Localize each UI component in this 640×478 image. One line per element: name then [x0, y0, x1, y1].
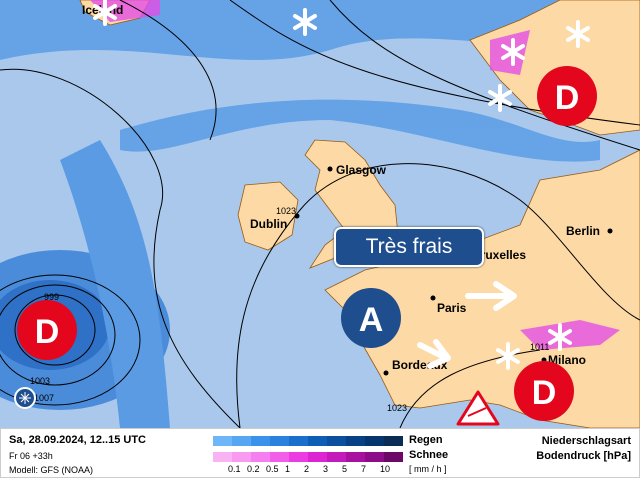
snowflake-icon — [548, 323, 572, 351]
snowflake-icon — [488, 84, 512, 112]
isobars — [0, 0, 640, 428]
snowflake-icon — [566, 20, 590, 48]
isobar-label: 1011 — [530, 342, 549, 352]
legend-title-precip: Niederschlagsart — [541, 435, 631, 447]
scale-swatch — [232, 436, 251, 446]
model-run: Fr 06 +33h — [9, 451, 53, 461]
scale-swatch — [384, 436, 403, 446]
weather-banner: Très frais — [334, 227, 484, 267]
scale-swatch — [213, 436, 232, 446]
scale-swatch — [251, 436, 270, 446]
unit-label: [ mm / h ] — [409, 464, 447, 474]
scale-swatch — [346, 452, 365, 462]
wind-arrow-icon — [417, 339, 451, 369]
isobar-label: 1023 — [276, 206, 296, 216]
wind-warning-icon — [456, 390, 500, 426]
scale-swatch — [308, 436, 327, 446]
snow-color-scale — [213, 452, 403, 462]
scale-swatch — [327, 452, 346, 462]
scale-swatch — [365, 436, 384, 446]
svg-text:D: D — [532, 374, 557, 412]
scale-tick: 2 — [304, 464, 310, 474]
scale-swatch — [384, 452, 403, 462]
snow-layer — [90, 0, 620, 350]
city-dublin: Dublin — [250, 217, 287, 231]
scale-swatch — [308, 452, 327, 462]
isobar-label: 1007 — [34, 393, 54, 403]
scale-swatch — [289, 452, 308, 462]
high-pressure-center: A — [341, 288, 401, 348]
low-pressure-center: D — [514, 361, 574, 421]
cities: Glasgow Dublin Berlin Bruxelles Paris Bo… — [82, 3, 613, 376]
scale-tick: 7 — [361, 464, 367, 474]
city-berlin: Berlin — [566, 224, 600, 238]
svg-text:D: D — [35, 313, 60, 351]
model-name: Modell: GFS (NOAA) — [9, 465, 94, 475]
scale-swatch — [232, 452, 251, 462]
rain-color-scale — [213, 436, 403, 446]
scandinavia — [469, 0, 640, 136]
weather-map: 999 1003 1007 1023 1023 1011 Glasgow Dub… — [0, 0, 640, 428]
snowflake-icon — [501, 38, 525, 66]
low-pressure-center: D — [17, 300, 77, 360]
svg-text:A: A — [359, 301, 384, 339]
isobar-label: 1023 — [387, 403, 407, 413]
isobar-label: 999 — [44, 292, 59, 302]
precipitation-layer — [0, 0, 640, 428]
ireland — [237, 181, 299, 251]
city-bruxelles: Bruxelles — [472, 248, 526, 262]
snowflake-icon — [293, 8, 317, 36]
scale-swatch — [365, 452, 384, 462]
snowflake-icon — [496, 342, 520, 370]
scale-tick: 3 — [323, 464, 329, 474]
legend-title-pressure: Bodendruck [hPa] — [536, 450, 631, 462]
rain-label: Regen — [409, 434, 443, 446]
snowflake-icon — [93, 0, 117, 26]
scale-swatch — [213, 452, 232, 462]
wind-arrow-icons — [417, 281, 517, 369]
low-pressure-center: D — [537, 66, 597, 126]
scale-swatch — [327, 436, 346, 446]
wind-arrow-icon — [465, 281, 517, 311]
snowflake-icons — [93, 0, 590, 370]
svg-text:D: D — [555, 79, 580, 117]
scale-swatch — [289, 436, 308, 446]
scale-swatch — [270, 436, 289, 446]
scale-tick: 0.2 — [247, 464, 260, 474]
scale-swatch — [251, 452, 270, 462]
snow-label: Schnee — [409, 449, 449, 461]
scale-swatch — [270, 452, 289, 462]
scale-tick: 1 — [285, 464, 291, 474]
scale-tick: 0.5 — [266, 464, 279, 474]
scale-tick: 5 — [342, 464, 348, 474]
city-glasgow: Glasgow — [336, 163, 387, 177]
scale-swatch — [346, 436, 365, 446]
isobar-label: 1003 — [30, 376, 50, 386]
city-paris: Paris — [437, 301, 467, 315]
scale-tick: 0.1 — [228, 464, 241, 474]
scale-tick: 10 — [380, 464, 391, 474]
forecast-date: Sa, 28.09.2024, 12..15 UTC — [9, 434, 146, 446]
frost-icon — [14, 387, 36, 409]
city-milano: Milano — [548, 353, 586, 367]
legend: Sa, 28.09.2024, 12..15 UTC Fr 06 +33h Mo… — [0, 428, 640, 478]
